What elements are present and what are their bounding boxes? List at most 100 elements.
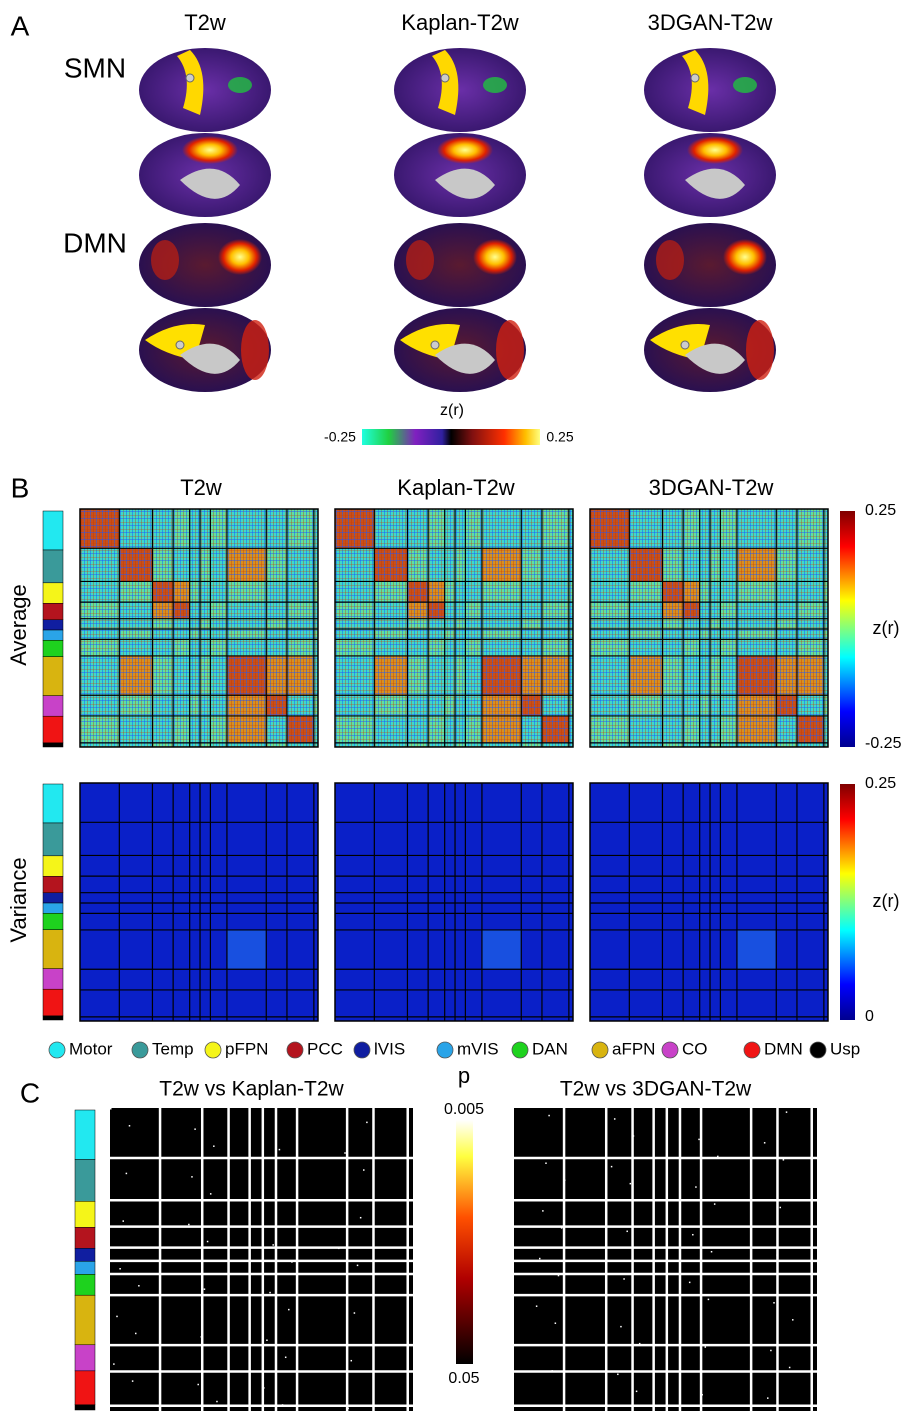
- activation: [228, 77, 252, 93]
- network-strip: [74, 1370, 96, 1406]
- significant-pixel: [284, 1356, 287, 1359]
- matrix-frame: [79, 782, 319, 1022]
- significant-pixel: [263, 1387, 265, 1389]
- significant-pixel: [792, 1319, 794, 1321]
- activation: [496, 320, 524, 380]
- brain-surface: [139, 133, 271, 217]
- activation: [432, 50, 459, 115]
- significant-pixel: [131, 1380, 134, 1382]
- activation: [746, 320, 774, 380]
- significant-pixel: [281, 1404, 284, 1406]
- label: C: [20, 1077, 40, 1108]
- label: Kaplan-T2w: [397, 475, 515, 500]
- matrix-frame: [589, 782, 829, 1022]
- significant-pixel: [194, 1128, 196, 1130]
- significant-pixel: [710, 1250, 713, 1253]
- label: z(r): [873, 618, 900, 638]
- label: 3DGAN-T2w: [648, 10, 773, 35]
- matrix: [335, 783, 573, 1021]
- label: -0.25: [324, 429, 356, 445]
- brain-surface: [644, 48, 776, 132]
- colorbar: [362, 429, 540, 445]
- significant-pixel: [779, 1206, 782, 1209]
- significant-pixel: [713, 1203, 716, 1205]
- matrix-frame: [334, 782, 574, 1022]
- legend-swatch: [131, 1041, 149, 1059]
- matrix-frame: [79, 508, 319, 748]
- significant-pixel: [128, 1125, 131, 1127]
- significant-pixel: [535, 1305, 538, 1307]
- significant-pixel: [776, 1254, 778, 1256]
- significant-pixel: [110, 1108, 112, 1110]
- seed: [175, 340, 185, 350]
- significant-pixel: [717, 1155, 719, 1158]
- activation: [151, 240, 179, 280]
- legend-swatch: [436, 1041, 454, 1059]
- brain-surface: [394, 48, 526, 132]
- label: Variance: [6, 857, 31, 942]
- seed: [680, 340, 690, 350]
- significant-pixel: [122, 1220, 124, 1222]
- significant-pixel: [363, 1169, 365, 1171]
- network-strip: [74, 1227, 96, 1249]
- network-strip: [42, 855, 64, 877]
- network-strip: [74, 1404, 96, 1411]
- significant-pixel: [610, 1165, 613, 1168]
- label: DMN: [63, 227, 127, 258]
- network-strip: [42, 929, 64, 969]
- network-strip: [42, 783, 64, 824]
- significant-pixel: [554, 1322, 557, 1324]
- matrix: [80, 783, 318, 1021]
- label: 0.25: [865, 502, 896, 519]
- label: lVIS: [374, 1039, 405, 1058]
- significant-pixel: [119, 1268, 121, 1270]
- significant-pixel: [698, 1138, 700, 1141]
- significant-pixel: [545, 1162, 547, 1164]
- network-strip: [42, 603, 64, 621]
- brain-surface: [139, 308, 271, 392]
- significant-pixel: [613, 1118, 616, 1120]
- network-strip: [42, 582, 64, 604]
- brain-surface: [644, 308, 776, 392]
- wall: [435, 168, 495, 199]
- label: 0.25: [865, 775, 896, 792]
- significant-pixel: [272, 1244, 274, 1246]
- significant-pixel: [350, 1359, 353, 1362]
- network-strip: [42, 640, 64, 657]
- significant-pixel: [557, 1274, 560, 1277]
- significant-pixel: [629, 1182, 632, 1185]
- wall: [180, 343, 240, 374]
- significant-pixel: [359, 1216, 362, 1219]
- significant-pixel: [213, 1145, 215, 1147]
- network-strip: [74, 1201, 96, 1228]
- network-strip: [42, 629, 64, 641]
- significant-pixel: [688, 1281, 691, 1284]
- network-strip: [42, 892, 64, 904]
- label: mVIS: [457, 1039, 499, 1058]
- network-strip: [42, 695, 64, 717]
- activation: [218, 239, 262, 275]
- significant-pixel: [197, 1383, 199, 1386]
- colorbar: [840, 511, 855, 747]
- significant-pixel: [551, 1370, 553, 1372]
- significant-pixel: [278, 1148, 281, 1151]
- matrix: [590, 783, 828, 1021]
- significant-pixel: [638, 1342, 641, 1345]
- seed: [430, 340, 440, 350]
- label: Kaplan-T2w: [401, 10, 519, 35]
- network-strip: [74, 1248, 96, 1262]
- activation: [241, 320, 269, 380]
- significant-pixel: [692, 1233, 694, 1236]
- legend-swatch: [743, 1041, 761, 1059]
- significant-pixel: [269, 1291, 271, 1294]
- label: 3DGAN-T2w: [649, 475, 774, 500]
- network-strip: [42, 510, 64, 551]
- label: DAN: [532, 1039, 568, 1058]
- network-strip: [42, 549, 64, 584]
- brain: [139, 48, 271, 132]
- significant-pixel: [288, 1308, 290, 1311]
- seed: [185, 73, 195, 83]
- significant-pixel: [704, 1346, 707, 1348]
- matrix-frame: [589, 508, 829, 748]
- significant-pixel: [356, 1264, 359, 1267]
